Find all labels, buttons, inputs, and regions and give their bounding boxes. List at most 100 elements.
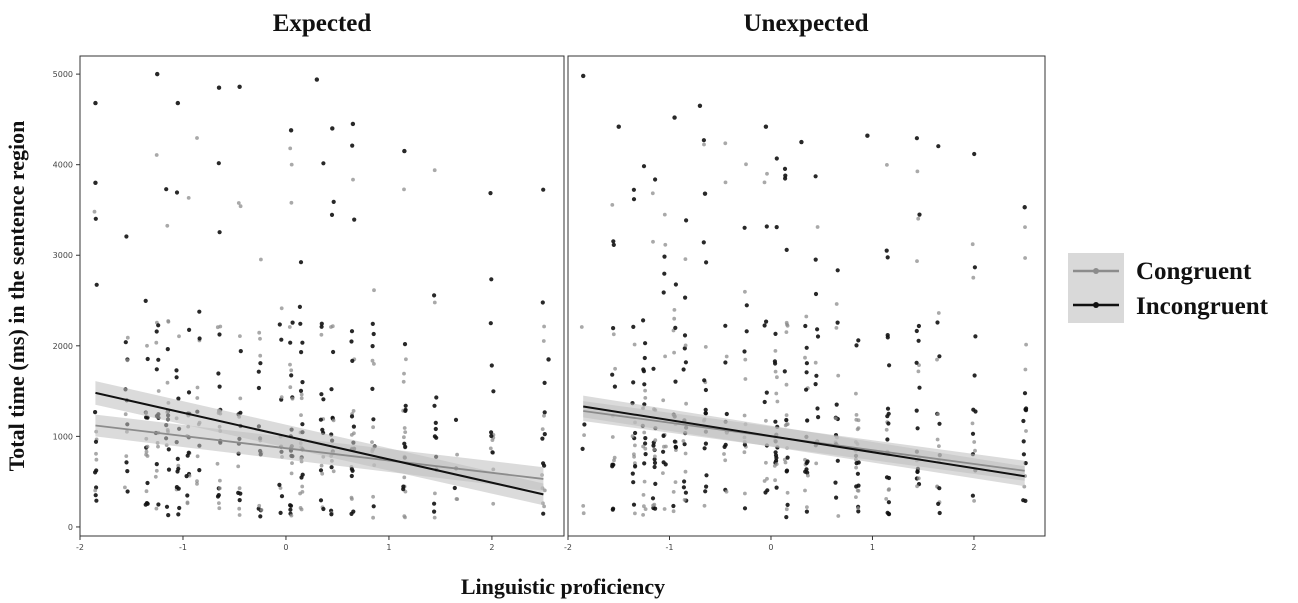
- data-point: [641, 444, 645, 449]
- data-point: [816, 415, 821, 420]
- data-point: [349, 467, 354, 472]
- data-point: [256, 369, 261, 374]
- data-point: [743, 491, 747, 496]
- data-point: [833, 480, 838, 485]
- data-point: [432, 515, 437, 520]
- x-tick-label: 1: [386, 543, 391, 552]
- outlier-point: [763, 124, 769, 129]
- data-point: [143, 298, 148, 303]
- data-point: [258, 361, 263, 366]
- data-point: [704, 473, 709, 478]
- data-point: [854, 391, 858, 396]
- data-point: [153, 474, 158, 479]
- fit-line-incongruent-unexpected: [583, 405, 1025, 478]
- data-point: [642, 355, 647, 361]
- x-tick-label: 0: [768, 543, 773, 552]
- data-point: [915, 426, 920, 431]
- data-point: [351, 409, 356, 413]
- data-point: [402, 342, 408, 347]
- data-point: [238, 349, 243, 354]
- data-point: [762, 479, 767, 483]
- data-point: [704, 260, 709, 265]
- fit-line-congruent-expected: [95, 424, 544, 480]
- data-point: [742, 450, 747, 455]
- data-point: [258, 353, 263, 358]
- data-point: [661, 290, 666, 295]
- data-point: [329, 212, 335, 217]
- outlier-point: [175, 100, 181, 106]
- data-point: [164, 504, 170, 509]
- data-point: [661, 460, 666, 465]
- data-point: [611, 326, 616, 331]
- data-point: [671, 509, 676, 514]
- data-point: [166, 319, 171, 323]
- data-point: [123, 412, 128, 417]
- outlier-point: [402, 148, 407, 154]
- data-point: [854, 413, 859, 417]
- data-point: [701, 138, 707, 143]
- data-point: [154, 153, 159, 157]
- data-point: [682, 333, 688, 338]
- data-point: [973, 334, 978, 339]
- data-point: [610, 372, 615, 377]
- data-point: [744, 303, 749, 308]
- data-point: [156, 323, 161, 328]
- data-point: [124, 454, 129, 458]
- legend-key-congruent-point: [1093, 268, 1099, 274]
- data-point: [491, 501, 496, 506]
- data-point: [352, 217, 357, 222]
- data-point: [319, 463, 324, 468]
- data-point: [765, 171, 769, 176]
- data-point: [671, 490, 676, 494]
- data-point: [835, 268, 840, 273]
- x-tick-label: -1: [665, 543, 673, 552]
- y-tick-label: 4000: [53, 161, 73, 170]
- data-point: [433, 420, 438, 425]
- data-point: [93, 488, 98, 493]
- data-point: [612, 455, 617, 460]
- data-point: [936, 412, 940, 416]
- data-point: [783, 423, 788, 428]
- data-point: [187, 327, 192, 332]
- data-point: [972, 373, 977, 378]
- data-point: [288, 503, 294, 508]
- data-point: [582, 433, 586, 437]
- data-point: [785, 455, 790, 460]
- data-point: [764, 319, 769, 324]
- data-point: [145, 501, 150, 506]
- data-point: [702, 446, 707, 451]
- data-point: [815, 225, 820, 229]
- data-point: [318, 417, 323, 422]
- data-point: [765, 476, 769, 481]
- data-point: [289, 162, 294, 167]
- data-point: [782, 457, 787, 462]
- data-point: [632, 452, 636, 457]
- data-point: [673, 480, 678, 484]
- data-point: [744, 329, 749, 334]
- data-point: [299, 392, 304, 397]
- data-point: [319, 324, 324, 329]
- data-point: [402, 435, 406, 440]
- data-point: [642, 479, 647, 484]
- data-point: [257, 503, 262, 508]
- data-point: [742, 225, 747, 230]
- data-point: [633, 430, 638, 436]
- data-point: [724, 354, 729, 359]
- data-point: [915, 169, 920, 174]
- data-point: [125, 335, 130, 340]
- data-point: [651, 239, 655, 244]
- data-point: [784, 507, 789, 512]
- data-point: [321, 161, 326, 166]
- data-point: [154, 468, 159, 473]
- data-point: [682, 479, 687, 484]
- data-point: [289, 373, 294, 378]
- data-point: [815, 334, 821, 339]
- data-point: [784, 413, 789, 417]
- data-point: [299, 350, 304, 355]
- data-point: [914, 328, 919, 334]
- data-point: [887, 487, 891, 492]
- y-tick-label: 3000: [53, 251, 73, 260]
- data-point: [542, 413, 546, 418]
- data-point: [195, 396, 200, 400]
- data-point: [216, 371, 221, 376]
